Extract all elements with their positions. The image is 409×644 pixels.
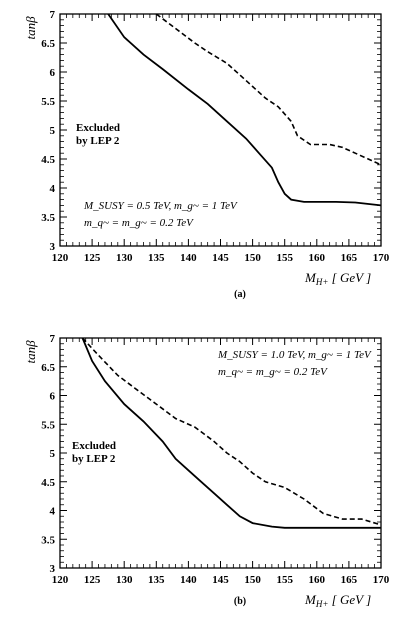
x-axis-label: MH+ [ GeV ] xyxy=(304,270,371,287)
y-tick-label: 4 xyxy=(50,183,56,195)
y-tick-label: 3.5 xyxy=(41,534,55,546)
x-tick-label: 145 xyxy=(212,574,229,586)
y-tick-label: 3 xyxy=(50,563,56,575)
x-tick-label: 125 xyxy=(84,252,101,264)
x-tick-label: 165 xyxy=(341,252,358,264)
excluded-region-label: Excluded xyxy=(76,122,120,134)
y-tick-label: 5.5 xyxy=(41,419,55,431)
parameter-annotation: M_SUSY = 0.5 TeV, m_g~ = 1 TeV xyxy=(83,200,238,212)
x-tick-label: 170 xyxy=(373,252,390,264)
x-tick-label: 120 xyxy=(52,252,69,264)
x-tick-label: 135 xyxy=(148,574,165,586)
parameter-annotation: m_q~ = m_g~ = 0.2 TeV xyxy=(218,366,328,378)
series-line-solid xyxy=(107,13,382,207)
x-tick-label: 160 xyxy=(309,574,326,586)
y-tick-label: 3.5 xyxy=(41,212,55,224)
panel-label: (b) xyxy=(234,596,246,607)
y-tick-label: 5.5 xyxy=(41,96,55,108)
parameter-annotation: M_SUSY = 1.0 TeV, m_g~ = 1 TeV xyxy=(217,349,372,361)
y-tick-label: 5 xyxy=(50,448,56,460)
excluded-region-label: by LEP 2 xyxy=(72,453,116,465)
x-tick-label: 135 xyxy=(148,252,165,264)
x-tick-label: 145 xyxy=(212,252,229,264)
y-tick-label: 4.5 xyxy=(41,154,55,166)
y-tick-label: 4.5 xyxy=(41,477,55,489)
x-tick-label: 160 xyxy=(309,252,326,264)
x-tick-label: 165 xyxy=(341,574,358,586)
y-tick-label: 7 xyxy=(50,9,56,21)
y-tick-label: 6.5 xyxy=(41,38,55,50)
x-tick-label: 130 xyxy=(116,252,133,264)
x-tick-label: 155 xyxy=(276,574,293,586)
excluded-region-label: by LEP 2 xyxy=(76,135,120,147)
chart-panel-a: 120 125 130 135 140 145 150 155 160 165 170 3 3.5 4 4.… xyxy=(23,9,390,300)
parameter-annotation: m_q~ = m_g~ = 0.2 TeV xyxy=(84,217,194,229)
panel-label: (a) xyxy=(234,289,246,300)
y-tick-label: 7 xyxy=(50,333,56,345)
x-tick-label: 140 xyxy=(180,574,197,586)
y-tick-label: 6 xyxy=(50,67,56,79)
series-line-solid xyxy=(81,337,381,529)
x-tick-label: 120 xyxy=(52,574,69,586)
series-line-dashed xyxy=(155,13,382,166)
x-tick-label: 150 xyxy=(244,252,261,264)
x-tick-label: 150 xyxy=(244,574,261,586)
y-tick-label: 5 xyxy=(50,125,56,137)
x-tick-label: 140 xyxy=(180,252,197,264)
y-axis-label: tanβ xyxy=(23,16,38,40)
excluded-region-label: Excluded xyxy=(72,440,116,452)
x-axis-label: MH+ [ GeV ] xyxy=(304,592,371,609)
x-tick-label: 130 xyxy=(116,574,133,586)
x-tick-label: 125 xyxy=(84,574,101,586)
y-tick-label: 6 xyxy=(50,391,56,403)
chart-panel-b: 120 125 130 135 140 145 150 155 160 165 170 3 3.5 4 4.… xyxy=(23,333,390,609)
y-tick-label: 4 xyxy=(50,506,56,518)
y-tick-label: 6.5 xyxy=(41,362,55,374)
y-axis-label: tanβ xyxy=(23,340,38,364)
x-tick-label: 155 xyxy=(276,252,293,264)
y-tick-label: 3 xyxy=(50,241,56,253)
x-tick-label: 170 xyxy=(373,574,390,586)
series-line-dashed xyxy=(81,337,382,526)
